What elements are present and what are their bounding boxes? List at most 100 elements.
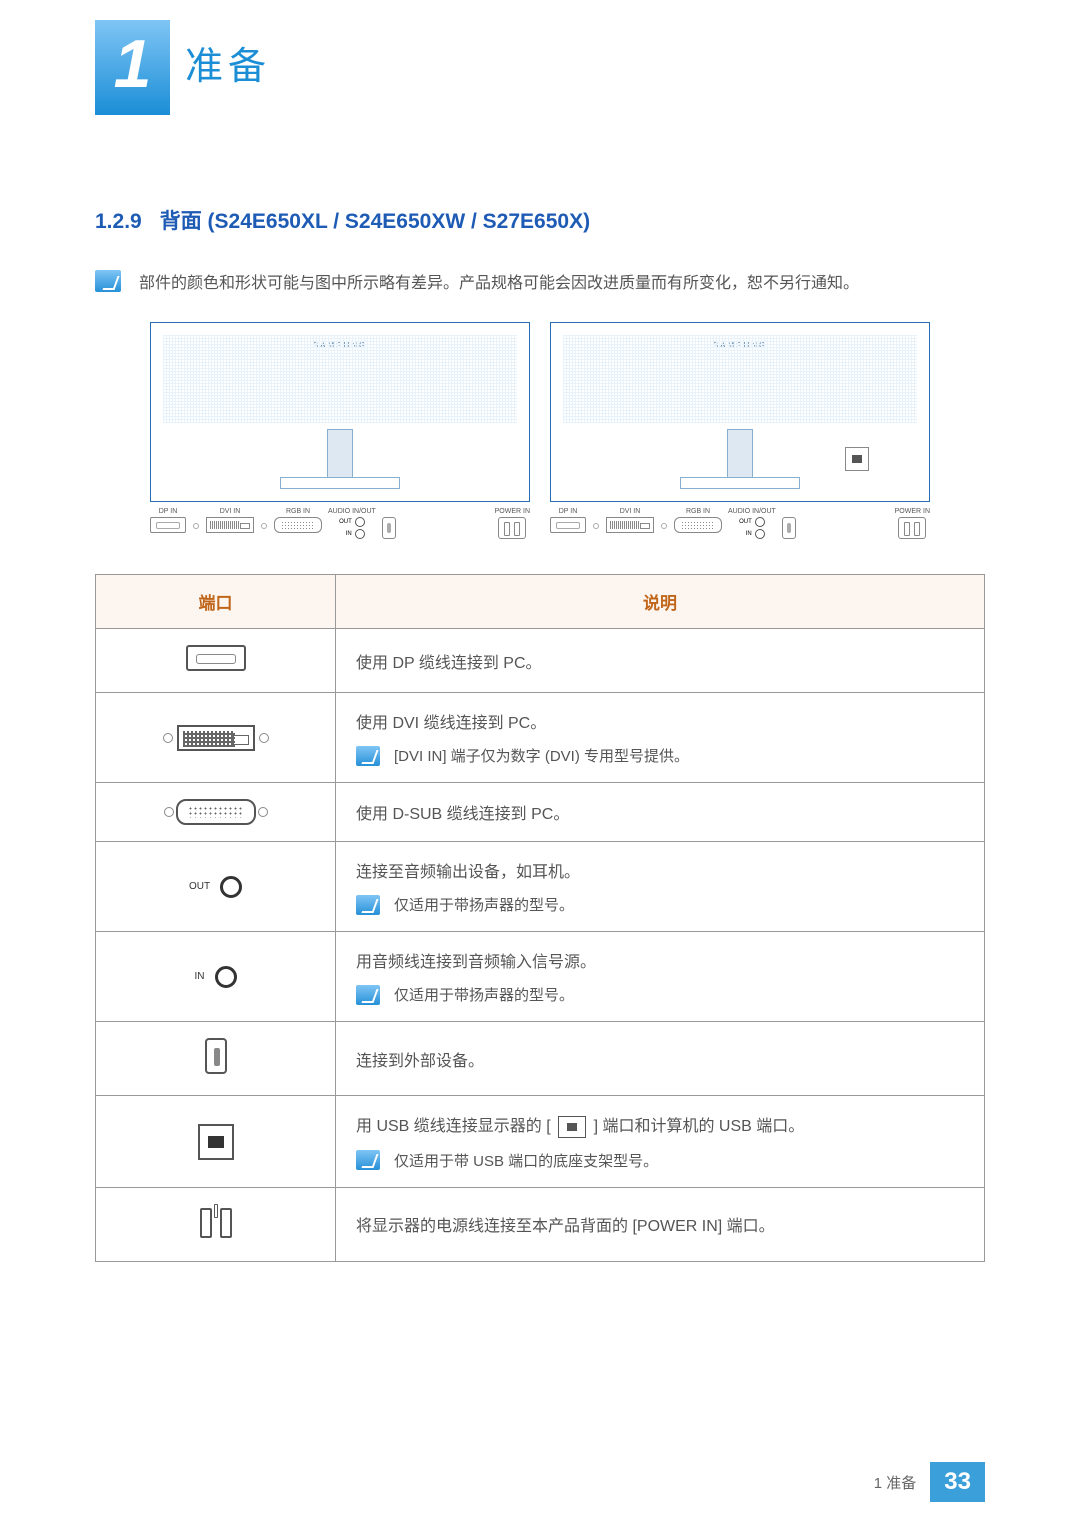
port-icon-cell — [96, 693, 336, 783]
th-port: 端口 — [96, 575, 336, 629]
desc-pre: 用 USB 缆线连接显示器的 [ — [356, 1118, 555, 1135]
port-power — [898, 517, 926, 539]
port-icon-cell — [96, 629, 336, 693]
table-row: 将显示器的电源线连接至本产品背面的 [POWER IN] 端口。 — [96, 1187, 985, 1261]
desc-cell: 连接到外部设备。 — [336, 1022, 985, 1096]
label-in: IN — [746, 531, 752, 537]
footer-page-number: 33 — [930, 1462, 985, 1502]
desc-cell: 用音频线连接到音频输入信号源。 仅适用于带扬声器的型号。 — [336, 932, 985, 1022]
table-row: 用 USB 缆线连接显示器的 [ ] 端口和计算机的 USB 端口。 仅适用于带… — [96, 1096, 985, 1188]
label-rgb: RGB IN — [286, 508, 310, 515]
desc-post: ] 端口和计算机的 USB 端口。 — [589, 1118, 804, 1135]
note-text: 仅适用于带 USB 端口的底座支架型号。 — [394, 1150, 658, 1171]
desc-text: 连接至音频输出设备，如耳机。 — [356, 858, 964, 882]
inline-note: 仅适用于带 USB 端口的底座支架型号。 — [356, 1150, 964, 1171]
table-row: 使用 D-SUB 缆线连接到 PC。 — [96, 783, 985, 842]
note-icon — [356, 746, 380, 766]
table-row: IN 用音频线连接到音频输入信号源。 仅适用于带扬声器的型号。 — [96, 932, 985, 1022]
desc-text: 用音频线连接到音频输入信号源。 — [356, 948, 964, 972]
chapter-number: 1 — [114, 25, 152, 103]
dp-port-icon — [186, 645, 246, 671]
out-label: OUT — [189, 881, 210, 892]
port-dvi — [206, 517, 254, 533]
usb-port-icon — [198, 1124, 234, 1160]
label-power: POWER IN — [895, 508, 930, 515]
port-vga — [674, 517, 722, 533]
label-out: OUT — [339, 519, 352, 525]
table-row: 使用 DP 缆线连接到 PC。 — [96, 629, 985, 693]
desc-cell: 连接至音频输出设备，如耳机。 仅适用于带扬声器的型号。 — [336, 842, 985, 932]
label-audio: AUDIO IN/OUT — [328, 508, 376, 515]
inline-note: 仅适用于带扬声器的型号。 — [356, 894, 964, 915]
port-vga — [274, 517, 322, 533]
port-dvi — [606, 517, 654, 533]
port-strip: DP IN DVI IN RGB IN AUDIO IN/OUT OUT IN … — [150, 508, 530, 539]
note-text: 仅适用于带扬声器的型号。 — [394, 984, 574, 1005]
diagrams: SAMSUNG DP IN DVI IN RGB IN AUDIO IN/OUT… — [95, 322, 985, 539]
monitor-stand — [280, 429, 400, 489]
usb-inline-icon — [558, 1116, 586, 1138]
table-row: 使用 DVI 缆线连接到 PC。 [DVI IN] 端子仅为数字 (DVI) 专… — [96, 693, 985, 783]
inline-note: [DVI IN] 端子仅为数字 (DVI) 专用型号提供。 — [356, 745, 964, 766]
diagram-left: SAMSUNG DP IN DVI IN RGB IN AUDIO IN/OUT… — [150, 322, 530, 539]
label-dp: DP IN — [559, 508, 578, 515]
table-row: OUT 连接至音频输出设备，如耳机。 仅适用于带扬声器的型号。 — [96, 842, 985, 932]
monitor-stand — [680, 429, 800, 489]
port-icon-cell — [96, 783, 336, 842]
screw-icon — [261, 523, 267, 529]
port-kensington — [382, 517, 396, 539]
monitor-screen — [563, 335, 917, 423]
intro-note: 部件的颜色和形状可能与图中所示略有差异。产品规格可能会因改进质量而有所变化，恕不… — [95, 270, 985, 297]
vga-port-icon — [164, 799, 268, 825]
note-icon — [356, 895, 380, 915]
audio-in-icon: IN — [195, 966, 237, 988]
section-title: 1.2.9背面 (S24E650XL / S24E650XW / S27E650… — [95, 205, 985, 235]
content: 1.2.9背面 (S24E650XL / S24E650XW / S27E650… — [95, 20, 985, 1262]
note-icon — [95, 270, 121, 292]
monitor-illustration: SAMSUNG — [150, 322, 530, 502]
inline-note: 仅适用于带扬声器的型号。 — [356, 984, 964, 1005]
kensington-icon — [205, 1038, 227, 1074]
label-in: IN — [346, 531, 352, 537]
port-kensington — [782, 517, 796, 539]
th-desc: 说明 — [336, 575, 985, 629]
port-icon-cell — [96, 1096, 336, 1188]
table-row: 连接到外部设备。 — [96, 1022, 985, 1096]
desc-cell: 使用 DP 缆线连接到 PC。 — [336, 629, 985, 693]
note-icon — [356, 1150, 380, 1170]
label-dvi: DVI IN — [620, 508, 641, 515]
intro-note-text: 部件的颜色和形状可能与图中所示略有差异。产品规格可能会因改进质量而有所变化，恕不… — [139, 270, 859, 297]
usb-on-stand — [845, 447, 869, 471]
chapter-title: 准备 — [185, 35, 271, 90]
section-number: 1.2.9 — [95, 210, 142, 233]
port-icon-cell — [96, 1187, 336, 1261]
footer-chapter-ref: 1 准备 — [874, 1472, 931, 1493]
port-icon-cell — [96, 1022, 336, 1096]
port-icon-cell: OUT — [96, 842, 336, 932]
desc-cell: 使用 DVI 缆线连接到 PC。 [DVI IN] 端子仅为数字 (DVI) 专… — [336, 693, 985, 783]
desc-cell: 使用 D-SUB 缆线连接到 PC。 — [336, 783, 985, 842]
screw-icon — [661, 523, 667, 529]
footer: 1 准备 33 — [874, 1462, 985, 1502]
desc-text: 用 USB 缆线连接显示器的 [ ] 端口和计算机的 USB 端口。 — [356, 1112, 964, 1138]
in-label: IN — [195, 971, 205, 982]
label-power: POWER IN — [495, 508, 530, 515]
audio-out-icon: OUT — [189, 876, 242, 898]
note-text: [DVI IN] 端子仅为数字 (DVI) 专用型号提供。 — [394, 745, 689, 766]
diagram-right: SAMSUNG DP IN DVI IN RGB IN AUDIO IN/OUT… — [550, 322, 930, 539]
desc-cell: 将显示器的电源线连接至本产品背面的 [POWER IN] 端口。 — [336, 1187, 985, 1261]
screw-icon — [593, 523, 599, 529]
chapter-badge: 1 — [95, 20, 170, 115]
port-icon-cell: IN — [96, 932, 336, 1022]
desc-cell: 用 USB 缆线连接显示器的 [ ] 端口和计算机的 USB 端口。 仅适用于带… — [336, 1096, 985, 1188]
table-header-row: 端口 说明 — [96, 575, 985, 629]
desc-text: 使用 DVI 缆线连接到 PC。 — [356, 709, 964, 733]
port-power — [498, 517, 526, 539]
note-icon — [356, 985, 380, 1005]
dvi-port-icon — [163, 725, 269, 751]
label-out: OUT — [739, 519, 752, 525]
screw-icon — [193, 523, 199, 529]
page: 1 准备 1.2.9背面 (S24E650XL / S24E650XW / S2… — [0, 0, 1080, 1527]
port-dp — [550, 517, 586, 533]
label-dvi: DVI IN — [220, 508, 241, 515]
